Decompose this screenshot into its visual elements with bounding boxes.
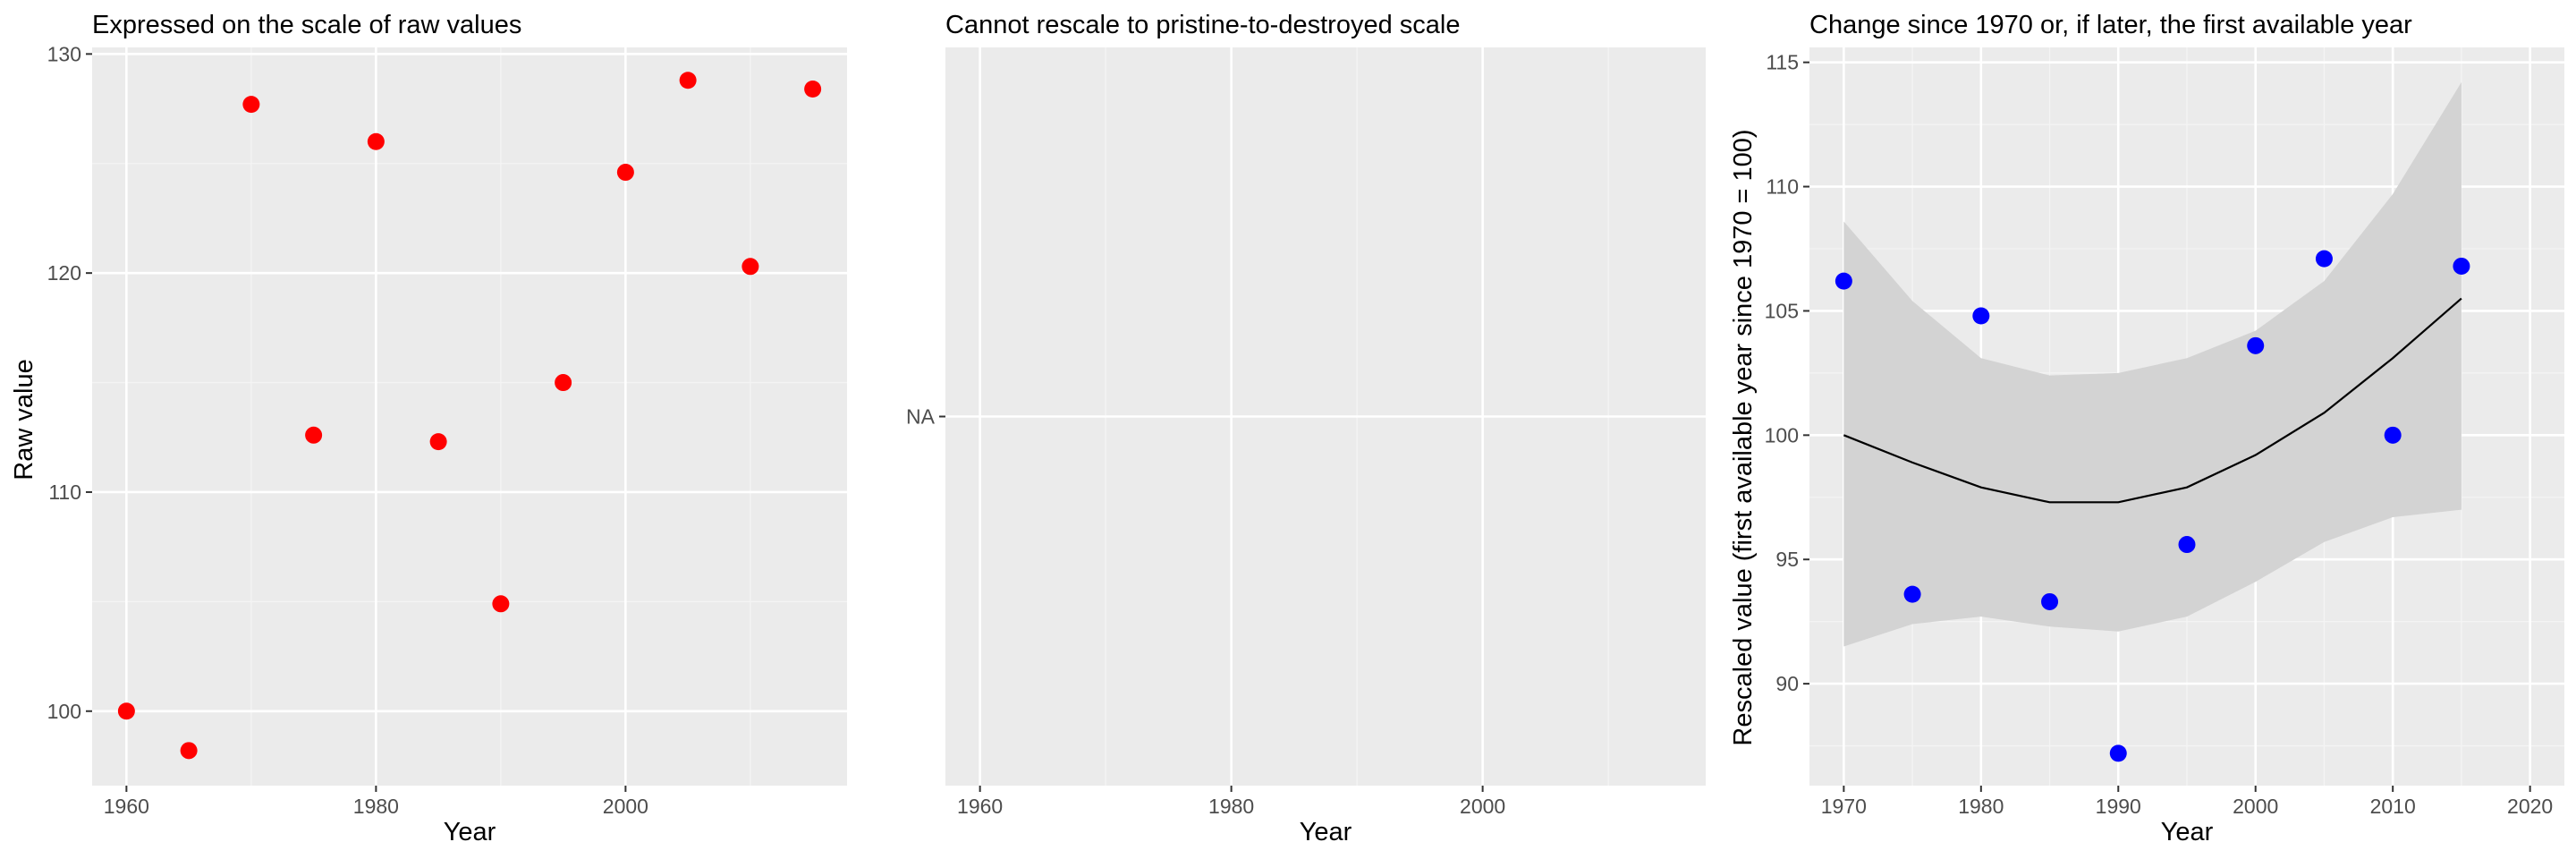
panel-rescaled-data-point [2178,536,2196,554]
panel-raw-values-data-point [679,72,697,89]
panel-pristine-scale-x-tick-label: 2000 [1460,795,1505,818]
panel-raw-values-x-tick-label: 1980 [353,795,399,818]
panel-raw-values-y-tick-label: 110 [48,481,81,504]
panel-rescaled-smooth-line [1843,297,2462,504]
panel-rescaled-x-tick-label: 1970 [1821,795,1867,818]
panel-raw-values-y-axis-title: Raw value [10,359,38,480]
panel-raw-values-data-point [429,433,447,451]
panel-pristine-scale: Cannot rescale to pristine-to-destroyed … [906,11,1706,846]
panel-rescaled-data-point [1903,585,1921,603]
panel-rescaled-x-tick-label: 2010 [2370,795,2416,818]
panel-raw-values-data-point [555,374,572,392]
panel-rescaled-data-point [2041,592,2059,610]
panel-pristine-scale-grid [945,47,1706,786]
panel-pristine-scale-axes: 1960 1980 2000 NA [906,405,1505,819]
panel-rescaled-data-point [2453,257,2470,275]
panel-rescaled-data-point [1972,307,1990,325]
panel-raw-values-data-point [180,742,198,760]
panel-rescaled-confidence-ribbon [1843,81,2462,647]
panel-raw-values-data-point [367,132,385,150]
panel-raw-values-data-point [242,96,260,114]
panel-raw-values-x-axis-title: Year [444,818,496,846]
panel-rescaled-y-tick-label: 105 [1765,299,1799,322]
panel-raw-values-data-point [616,164,634,182]
panel-rescaled: Change since 1970 or, if later, the firs… [1729,11,2564,846]
panel-raw-values-marks [117,72,822,760]
panel-raw-values-y-tick-label: 130 [47,42,81,65]
panel-raw-values-axes: 1960 1980 2000 100 110 120 130 [47,42,648,818]
panel-raw-values-data-point [741,258,759,276]
panel-rescaled-data-point [2315,250,2333,268]
panel-rescaled-y-tick-label: 90 [1775,672,1799,695]
panel-raw-values-y-tick-label: 100 [47,700,81,723]
panel-rescaled-y-tick-label: 95 [1775,548,1799,571]
panel-raw-values-data-point [117,702,135,720]
panel-rescaled-marks [1835,81,2470,762]
panel-raw-values-x-tick-label: 2000 [603,795,648,818]
panel-pristine-scale-x-tick-label: 1980 [1208,795,1254,818]
panel-raw-values-x-tick-label: 1960 [104,795,149,818]
panel-raw-values-data-point [492,595,510,613]
panel-pristine-scale-x-tick-label: 1960 [957,795,1003,818]
panel-raw-values-background [92,47,847,786]
panel-rescaled-data-point [2109,744,2127,762]
panel-rescaled-y-tick-label: 100 [1765,423,1799,447]
panel-rescaled-x-tick-label: 2020 [2507,795,2553,818]
panel-rescaled-x-tick-label: 1990 [2096,795,2141,818]
panel-rescaled-y-axis-title: Rescaled value (first available year sin… [1729,129,1758,745]
panel-rescaled-axes: 1970 1980 1990 2000 2010 2020 90 95 100 105 110 115 [1765,51,2554,818]
panel-rescaled-y-tick-label: 115 [1766,51,1799,74]
panel-rescaled-x-axis-title: Year [2161,818,2214,846]
panel-raw-values-grid [92,47,847,786]
panel-rescaled-data-point [2247,336,2265,354]
panel-rescaled-y-tick-label: 110 [1766,175,1799,199]
panel-rescaled-title: Change since 1970 or, if later, the firs… [1809,11,2412,39]
panel-raw-values-data-point [305,426,323,444]
panel-raw-values-title: Expressed on the scale of raw values [92,11,521,39]
panel-raw-values-data-point [804,81,822,98]
panel-raw-values-y-tick-label: 120 [47,261,81,285]
panel-pristine-scale-title: Cannot rescale to pristine-to-destroyed … [945,11,1460,39]
panel-raw-values: Expressed on the scale of raw values 196… [10,11,847,846]
panel-pristine-scale-x-axis-title: Year [1300,818,1352,846]
panel-rescaled-x-tick-label: 1980 [1958,795,2004,818]
panel-rescaled-x-tick-label: 2000 [2233,795,2278,818]
panel-rescaled-data-point [2384,426,2402,444]
panel-rescaled-data-point [1835,272,1852,290]
panel-pristine-scale-y-tick-label: NA [906,405,936,429]
